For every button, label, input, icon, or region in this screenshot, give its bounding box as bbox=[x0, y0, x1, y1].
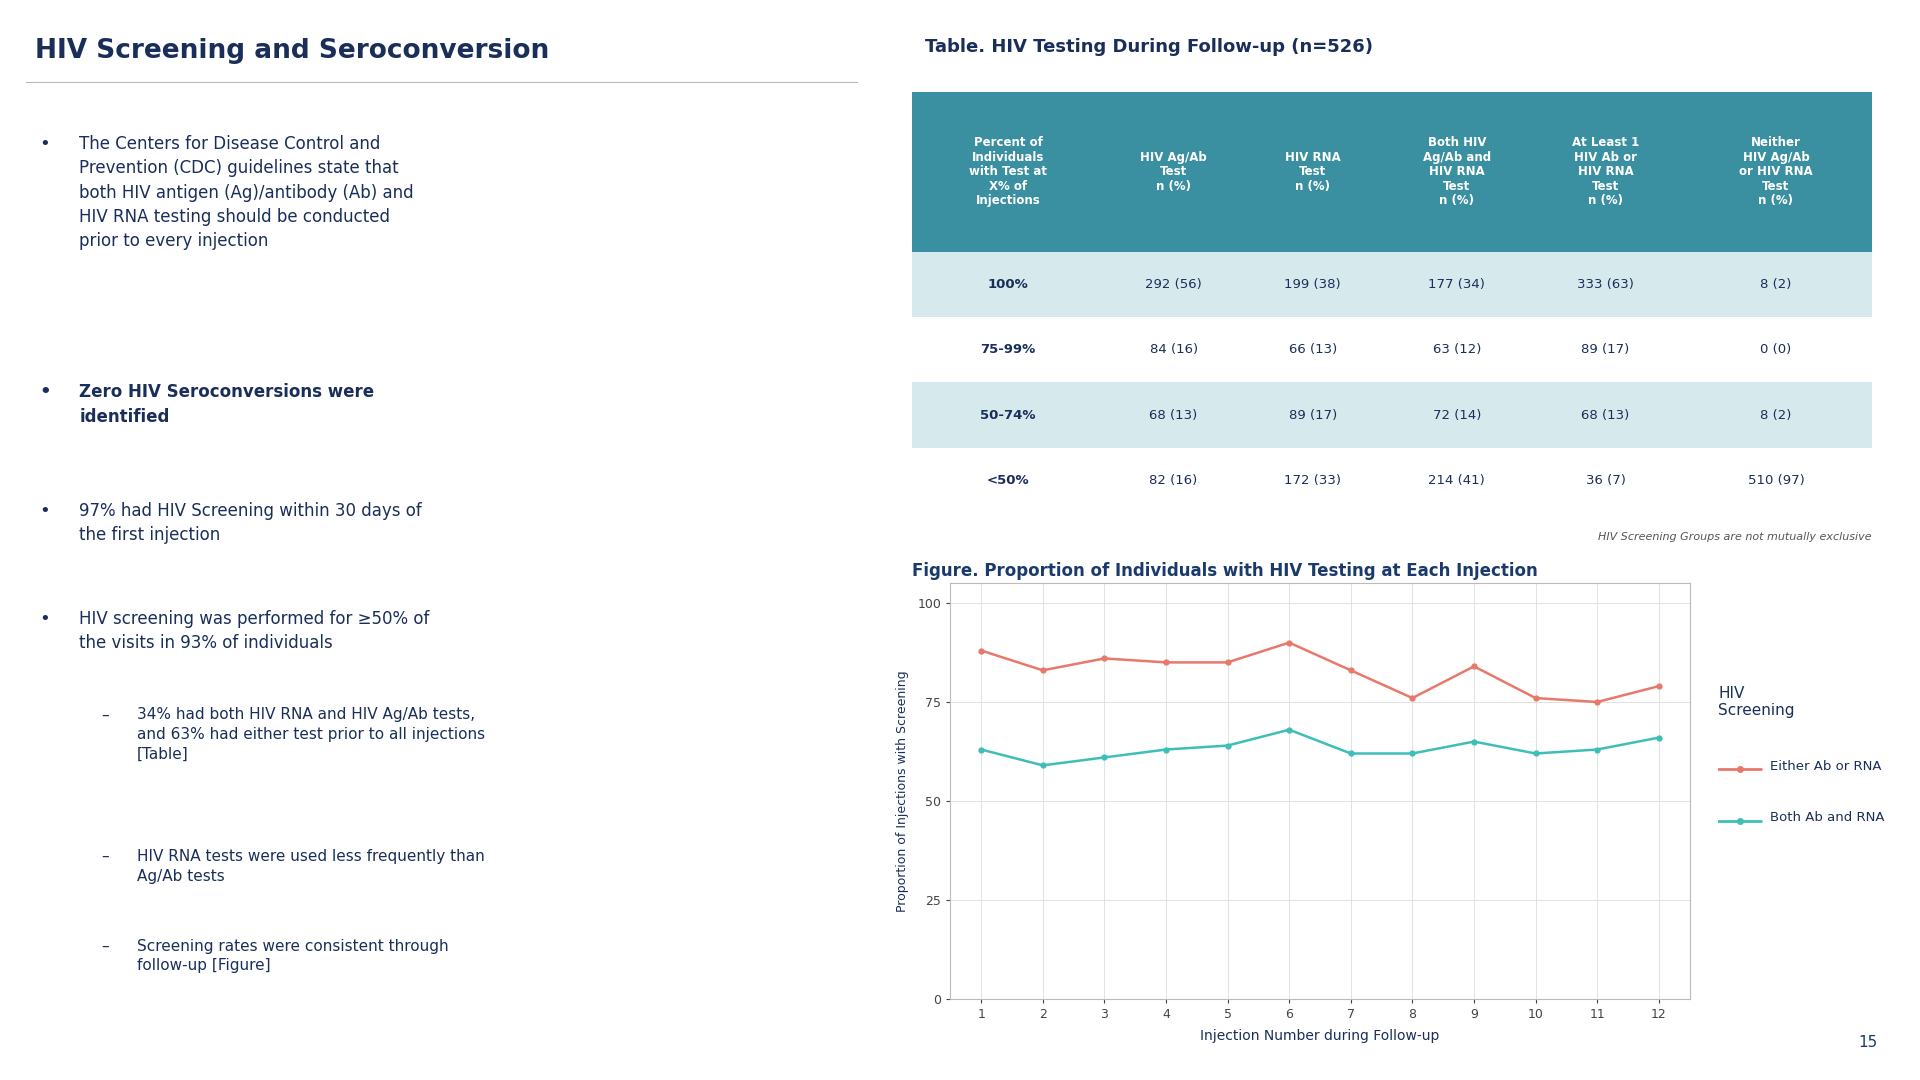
FancyBboxPatch shape bbox=[912, 382, 1104, 448]
FancyBboxPatch shape bbox=[1382, 318, 1532, 382]
Text: 34% had both HIV RNA and HIV Ag/Ab tests,
and 63% had either test prior to all i: 34% had both HIV RNA and HIV Ag/Ab tests… bbox=[136, 707, 486, 762]
FancyBboxPatch shape bbox=[1244, 382, 1382, 448]
Text: Both HIV
Ag/Ab and
HIV RNA
Test
n (%): Both HIV Ag/Ab and HIV RNA Test n (%) bbox=[1423, 136, 1490, 207]
FancyBboxPatch shape bbox=[1104, 92, 1244, 252]
Text: 68 (13): 68 (13) bbox=[1150, 408, 1198, 421]
FancyBboxPatch shape bbox=[1244, 448, 1382, 513]
FancyBboxPatch shape bbox=[1532, 252, 1680, 318]
Text: 292 (56): 292 (56) bbox=[1144, 278, 1202, 291]
FancyBboxPatch shape bbox=[912, 448, 1104, 513]
Text: HIV screening was performed for ≥50% of
the visits in 93% of individuals: HIV screening was performed for ≥50% of … bbox=[79, 610, 430, 652]
Text: 0 (0): 0 (0) bbox=[1761, 343, 1791, 356]
Text: 172 (33): 172 (33) bbox=[1284, 474, 1342, 487]
Text: 100%: 100% bbox=[987, 278, 1029, 291]
FancyBboxPatch shape bbox=[1244, 92, 1382, 252]
Text: 8 (2): 8 (2) bbox=[1761, 408, 1791, 421]
FancyBboxPatch shape bbox=[912, 318, 1104, 382]
Text: 66 (13): 66 (13) bbox=[1288, 343, 1336, 356]
Text: Zero HIV Seroconversions were
identified: Zero HIV Seroconversions were identified bbox=[79, 383, 374, 426]
FancyBboxPatch shape bbox=[1244, 318, 1382, 382]
Text: 89 (17): 89 (17) bbox=[1582, 343, 1630, 356]
FancyBboxPatch shape bbox=[1680, 382, 1872, 448]
Text: 75-99%: 75-99% bbox=[981, 343, 1035, 356]
Text: –: – bbox=[102, 849, 109, 864]
Y-axis label: Proportion of Injections with Screening: Proportion of Injections with Screening bbox=[897, 671, 910, 912]
FancyBboxPatch shape bbox=[1104, 382, 1244, 448]
Text: 177 (34): 177 (34) bbox=[1428, 278, 1486, 291]
FancyBboxPatch shape bbox=[1532, 382, 1680, 448]
FancyBboxPatch shape bbox=[1680, 92, 1872, 252]
Text: 510 (97): 510 (97) bbox=[1747, 474, 1805, 487]
Text: The Centers for Disease Control and
Prevention (CDC) guidelines state that
both : The Centers for Disease Control and Prev… bbox=[79, 135, 415, 251]
Text: 89 (17): 89 (17) bbox=[1288, 408, 1336, 421]
Text: •: • bbox=[40, 610, 50, 629]
FancyBboxPatch shape bbox=[1532, 92, 1680, 252]
Text: •: • bbox=[40, 383, 52, 402]
Text: 68 (13): 68 (13) bbox=[1582, 408, 1630, 421]
Text: •: • bbox=[40, 502, 50, 521]
Text: 214 (41): 214 (41) bbox=[1428, 474, 1486, 487]
FancyBboxPatch shape bbox=[1680, 252, 1872, 318]
FancyBboxPatch shape bbox=[1104, 448, 1244, 513]
Text: Figure. Proportion of Individuals with HIV Testing at Each Injection: Figure. Proportion of Individuals with H… bbox=[912, 562, 1538, 580]
Text: <50%: <50% bbox=[987, 474, 1029, 487]
FancyBboxPatch shape bbox=[1382, 92, 1532, 252]
Text: HIV RNA
Test
n (%): HIV RNA Test n (%) bbox=[1284, 151, 1340, 193]
FancyBboxPatch shape bbox=[1532, 318, 1680, 382]
Text: Both Ab and RNA: Both Ab and RNA bbox=[1770, 811, 1885, 824]
Text: HIV
Screening: HIV Screening bbox=[1718, 686, 1795, 718]
Text: 50-74%: 50-74% bbox=[981, 408, 1035, 421]
Text: Table. HIV Testing During Follow-up (n=526): Table. HIV Testing During Follow-up (n=5… bbox=[925, 38, 1373, 56]
Text: HIV Screening Groups are not mutually exclusive: HIV Screening Groups are not mutually ex… bbox=[1597, 532, 1872, 542]
FancyBboxPatch shape bbox=[912, 92, 1104, 252]
Text: 36 (7): 36 (7) bbox=[1586, 474, 1626, 487]
FancyBboxPatch shape bbox=[1680, 448, 1872, 513]
Text: Percent of
Individuals
with Test at
X% of
Injections: Percent of Individuals with Test at X% o… bbox=[970, 136, 1046, 207]
FancyBboxPatch shape bbox=[1382, 252, 1532, 318]
FancyBboxPatch shape bbox=[912, 252, 1104, 318]
Text: HIV Ag/Ab
Test
n (%): HIV Ag/Ab Test n (%) bbox=[1140, 151, 1208, 193]
Text: –: – bbox=[102, 939, 109, 954]
Text: Neither
HIV Ag/Ab
or HIV RNA
Test
n (%): Neither HIV Ag/Ab or HIV RNA Test n (%) bbox=[1740, 136, 1812, 207]
Text: 199 (38): 199 (38) bbox=[1284, 278, 1340, 291]
Text: 72 (14): 72 (14) bbox=[1432, 408, 1480, 421]
Text: Either Ab or RNA: Either Ab or RNA bbox=[1770, 759, 1882, 772]
Text: 333 (63): 333 (63) bbox=[1576, 278, 1634, 291]
Text: At Least 1
HIV Ab or
HIV RNA
Test
n (%): At Least 1 HIV Ab or HIV RNA Test n (%) bbox=[1572, 136, 1640, 207]
Text: 8 (2): 8 (2) bbox=[1761, 278, 1791, 291]
Text: 84 (16): 84 (16) bbox=[1150, 343, 1198, 356]
X-axis label: Injection Number during Follow-up: Injection Number during Follow-up bbox=[1200, 1029, 1440, 1043]
Text: 63 (12): 63 (12) bbox=[1432, 343, 1480, 356]
Text: •: • bbox=[40, 135, 50, 153]
Text: 82 (16): 82 (16) bbox=[1150, 474, 1198, 487]
FancyBboxPatch shape bbox=[1532, 448, 1680, 513]
Text: 97% had HIV Screening within 30 days of
the first injection: 97% had HIV Screening within 30 days of … bbox=[79, 502, 422, 544]
FancyBboxPatch shape bbox=[1382, 448, 1532, 513]
FancyBboxPatch shape bbox=[1382, 382, 1532, 448]
Text: 15: 15 bbox=[1859, 1035, 1878, 1050]
Text: –: – bbox=[102, 707, 109, 723]
FancyBboxPatch shape bbox=[1104, 252, 1244, 318]
Text: HIV RNA tests were used less frequently than
Ag/Ab tests: HIV RNA tests were used less frequently … bbox=[136, 849, 484, 883]
FancyBboxPatch shape bbox=[1680, 318, 1872, 382]
Text: Screening rates were consistent through
follow-up [Figure]: Screening rates were consistent through … bbox=[136, 939, 449, 973]
Text: HIV Screening and Seroconversion: HIV Screening and Seroconversion bbox=[35, 38, 549, 64]
FancyBboxPatch shape bbox=[1104, 318, 1244, 382]
FancyBboxPatch shape bbox=[1244, 252, 1382, 318]
